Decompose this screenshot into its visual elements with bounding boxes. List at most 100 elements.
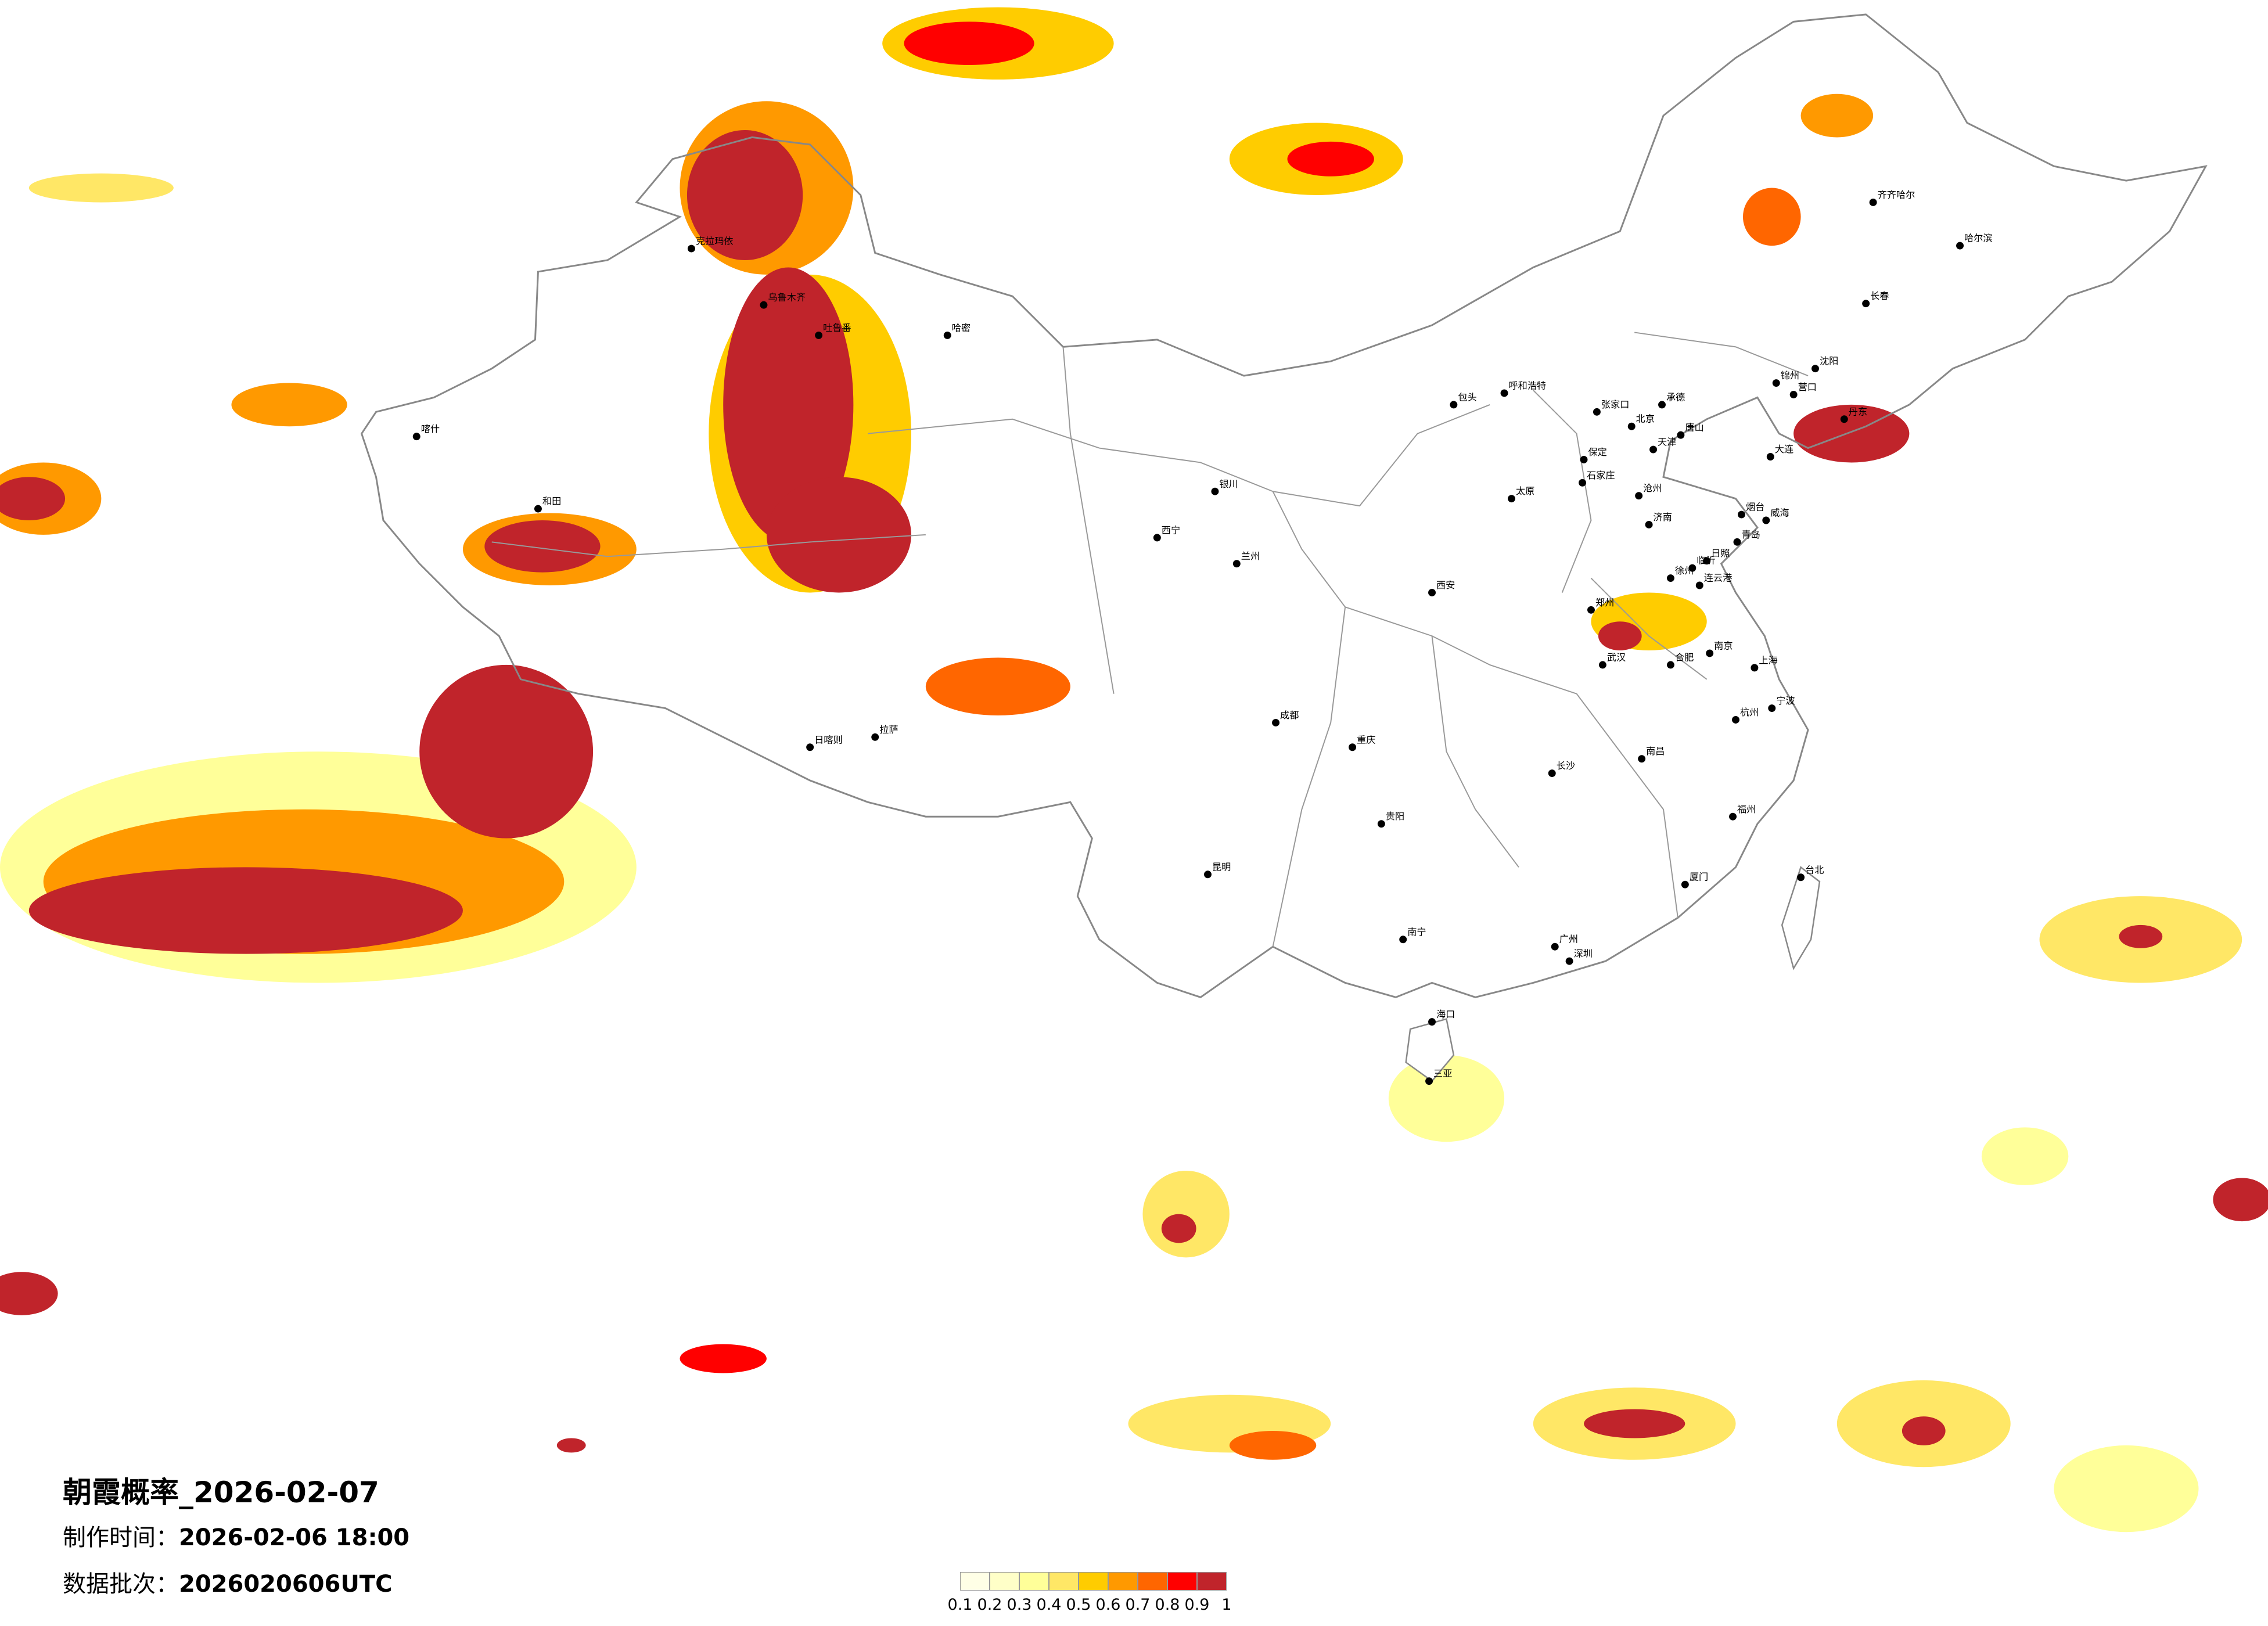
city-dot [1681, 880, 1689, 888]
city-marker: 济南 [1645, 512, 1672, 528]
city-marker: 营口 [1789, 382, 1817, 398]
probability-region [2119, 924, 2163, 948]
taiwan-outline [1781, 866, 1821, 970]
city-dot [1703, 557, 1711, 565]
city-dot [1349, 743, 1357, 751]
city-dot [1811, 365, 1819, 373]
city-dot [1450, 401, 1458, 409]
city-label: 呼和浩特 [1509, 380, 1547, 391]
city-marker: 西宁 [1153, 524, 1180, 542]
city-label: 天津 [1658, 437, 1676, 448]
city-label: 喀什 [421, 423, 440, 434]
city-dot [1862, 300, 1870, 308]
colorbar-tick: 0.6 [1095, 1596, 1121, 1614]
city-dot [1733, 538, 1741, 546]
city-label: 昆明 [1212, 861, 1231, 872]
city-dot [1232, 560, 1241, 568]
city-marker: 太原 [1508, 485, 1534, 503]
city-label: 太原 [1516, 485, 1534, 497]
city-dot [1638, 755, 1646, 763]
city-label: 锦州 [1781, 370, 1799, 381]
probability-region [1800, 93, 1874, 138]
probability-region [28, 867, 463, 954]
city-marker: 大连 [1766, 444, 1793, 461]
city-marker: 日照 [1703, 548, 1730, 565]
data-batch: 数据批次：2026020606UTC [63, 1565, 392, 1599]
city-marker: 丹东 [1840, 406, 1867, 423]
city-dot [1797, 873, 1805, 882]
city-marker: 西安 [1428, 580, 1455, 596]
colorbar-tick: 0.3 [1007, 1596, 1032, 1614]
city-label: 拉萨 [879, 724, 898, 735]
city-dot [1677, 431, 1685, 439]
probability-region [556, 1438, 586, 1453]
city-label: 威海 [1770, 508, 1789, 519]
probability-region [1142, 1171, 1230, 1258]
probability-region [484, 520, 601, 573]
city-marker: 厦门 [1681, 872, 1708, 888]
city-marker: 石家庄 [1579, 470, 1615, 487]
colorbar-tick: 0.2 [977, 1596, 1002, 1614]
hainan-outline [1405, 1018, 1455, 1082]
city-marker: 贵阳 [1377, 811, 1404, 828]
city-dot [1428, 1018, 1436, 1026]
city-marker: 杭州 [1732, 707, 1759, 724]
probability-region [680, 1344, 767, 1373]
colorbar-tick: 1 [1221, 1596, 1232, 1614]
colorbar-tick: 0.1 [947, 1596, 973, 1614]
city-marker: 南宁 [1399, 926, 1426, 944]
colorbar-swatch [1079, 1572, 1108, 1591]
city-label: 上海 [1759, 654, 1777, 665]
city-label: 成都 [1280, 710, 1299, 721]
city-marker: 海口 [1428, 1009, 1455, 1026]
city-dot [760, 301, 768, 309]
probability-region [1287, 141, 1374, 177]
probability-region [2213, 1178, 2268, 1222]
city-dot [1508, 495, 1515, 503]
city-marker: 郑州 [1587, 597, 1614, 614]
production-time-value: 2026-02-06 18:00 [179, 1524, 410, 1551]
colorbar-tick: 0.4 [1036, 1596, 1062, 1614]
city-label: 杭州 [1740, 707, 1759, 718]
city-marker: 烟台 [1738, 502, 1764, 519]
city-marker: 成都 [1272, 710, 1299, 726]
city-marker: 银川 [1211, 479, 1238, 495]
probability-region [1742, 188, 1801, 246]
city-marker: 台北 [1797, 864, 1824, 882]
city-dot [1204, 870, 1212, 879]
city-dot [1565, 957, 1573, 965]
city-dot [1768, 704, 1776, 713]
city-label: 日照 [1711, 548, 1730, 559]
colorbar-ticks: 0.1 0.2 0.3 0.4 0.5 0.6 0.7 0.8 0.9 1 [947, 1596, 1322, 1619]
probability-region [1584, 1409, 1685, 1438]
city-label: 兰州 [1241, 551, 1260, 562]
city-dot [871, 733, 879, 741]
city-marker: 保定 [1580, 447, 1607, 463]
city-dot [1766, 453, 1774, 461]
city-marker: 沧州 [1635, 483, 1662, 500]
city-dot [1153, 534, 1161, 542]
city-label: 营口 [1798, 382, 1817, 393]
city-label: 齐齐哈尔 [1878, 189, 1915, 200]
city-label: 南宁 [1407, 926, 1426, 937]
city-dot [1772, 379, 1780, 387]
city-dot [1706, 649, 1714, 657]
city-dot [1627, 422, 1636, 430]
city-marker: 克拉玛依 [687, 236, 734, 253]
city-label: 厦门 [1690, 872, 1708, 883]
city-dot [1593, 408, 1601, 416]
city-label: 和田 [542, 496, 561, 507]
city-label: 郑州 [1595, 597, 1614, 608]
city-label: 沈阳 [1820, 355, 1838, 366]
city-dot [1688, 564, 1696, 572]
city-marker: 齐齐哈尔 [1869, 189, 1915, 206]
city-label: 乌鲁木齐 [768, 292, 806, 303]
city-marker: 南昌 [1638, 746, 1665, 763]
city-marker: 天津 [1649, 437, 1676, 454]
city-label: 青岛 [1741, 529, 1760, 540]
city-dot [1840, 415, 1848, 423]
probability-region [686, 130, 803, 260]
china-border [360, 13, 2208, 998]
city-marker: 沈阳 [1811, 355, 1838, 373]
